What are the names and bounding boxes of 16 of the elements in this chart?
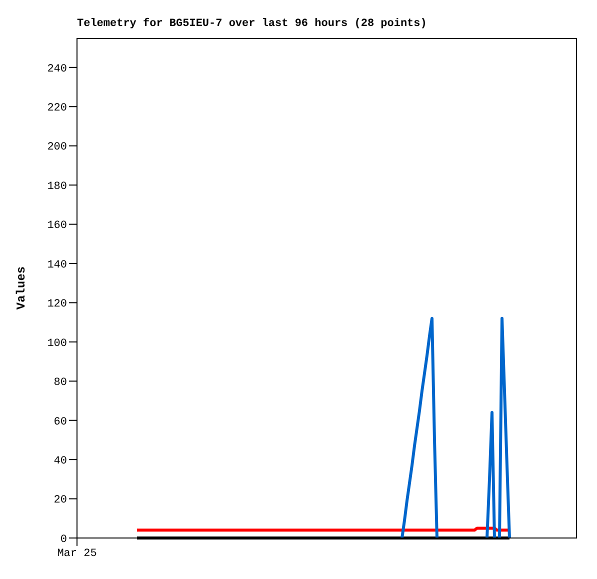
y-tick-label: 200	[47, 142, 67, 154]
y-tick-label: 240	[47, 63, 67, 76]
y-tick-label: 120	[47, 298, 67, 311]
y-axis-title: Values	[14, 266, 28, 310]
y-tick-label: 40	[54, 455, 67, 468]
y-tick-label: 60	[54, 416, 67, 428]
y-tick-label: 20	[54, 494, 67, 507]
y-tick-label: 80	[54, 377, 67, 390]
y-tick-label: 0	[60, 534, 67, 546]
x-tick-label: Mar 25	[57, 548, 97, 560]
chart-title: Telemetry for BG5IEU-7 over last 96 hours (28 points)	[77, 18, 427, 30]
y-tick-label: 140	[47, 259, 67, 272]
y-tick-label: 100	[47, 338, 67, 350]
y-tick-label: 180	[47, 180, 67, 193]
y-tick-label: 220	[47, 102, 67, 115]
y-tick-label: 160	[47, 220, 67, 232]
